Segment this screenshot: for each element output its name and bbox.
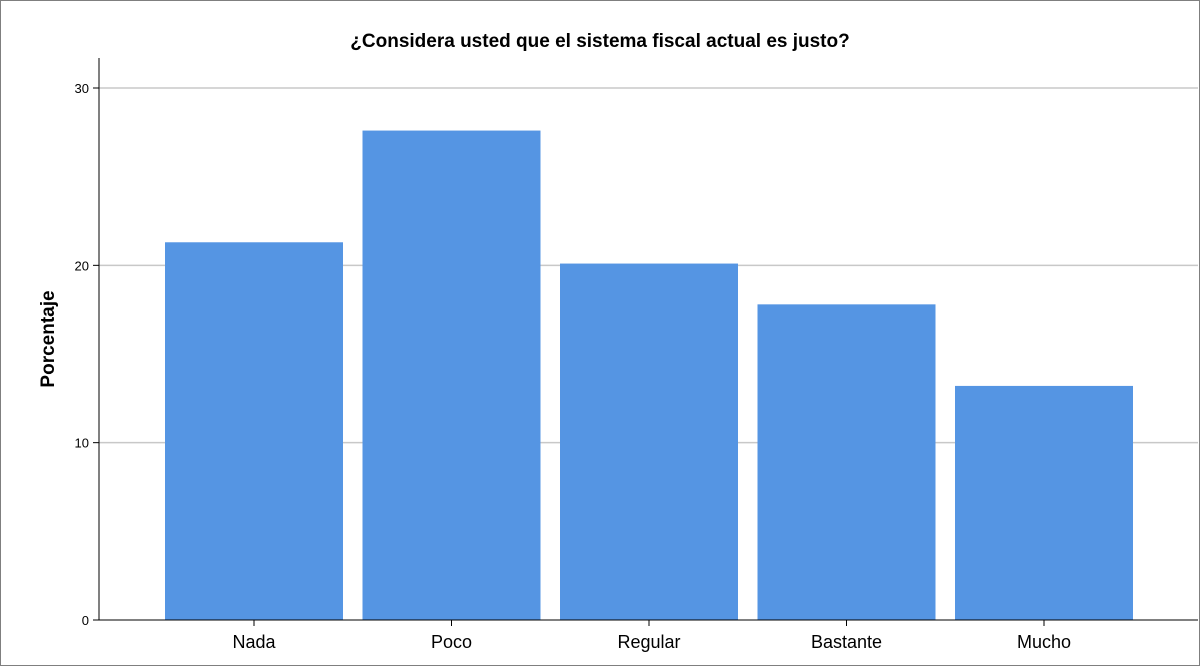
x-tick-label: Poco [431,632,472,652]
y-tick-label: 20 [75,258,89,273]
y-tick-label: 30 [75,81,89,96]
axes [93,58,1198,626]
bar-regular [560,263,738,620]
bar-nada [165,242,343,620]
tick-labels: 0 10 20 30 Nada Poco Regular Bastante Mucho [75,81,1071,652]
bars [165,130,1133,620]
bar-mucho [955,385,1133,620]
x-tick-label: Regular [617,632,680,652]
x-tick-label: Bastante [811,632,882,652]
x-tick-label: Nada [232,632,276,652]
x-tick-label: Mucho [1017,632,1071,652]
y-tick-label: 0 [82,613,89,628]
chart-title: ¿Considera usted que el sistema fiscal a… [350,31,850,52]
bar-bastante [757,304,936,620]
bar-poco [362,130,541,620]
y-tick-label: 10 [75,436,89,451]
